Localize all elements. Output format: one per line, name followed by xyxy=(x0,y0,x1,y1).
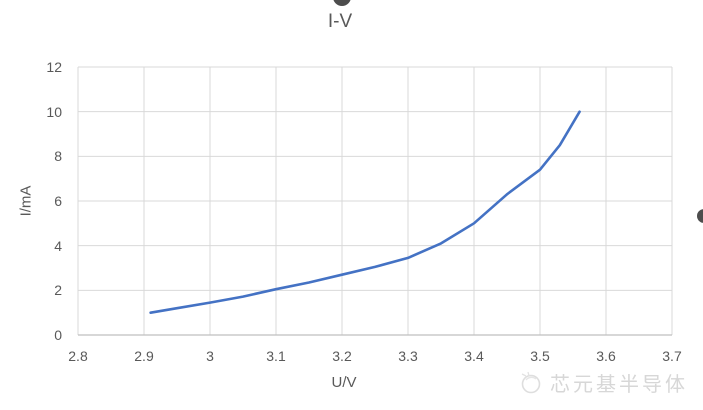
y-tick-label: 6 xyxy=(54,193,62,209)
x-tick-label: 3.7 xyxy=(662,348,682,364)
x-tick-label: 2.8 xyxy=(68,348,88,364)
y-tick-label: 10 xyxy=(46,103,62,120)
y-tick-label: 0 xyxy=(54,327,62,343)
x-axis-title: U/V xyxy=(331,374,357,391)
x-tick-label: 3.1 xyxy=(266,348,286,364)
x-tick-label: 3.3 xyxy=(398,348,418,364)
y-axis-title: I/mA xyxy=(17,185,35,217)
plot-area xyxy=(77,66,673,336)
x-tick-label: 3.4 xyxy=(464,348,484,364)
x-tick-label: 3.6 xyxy=(596,348,616,364)
y-tick-label: 8 xyxy=(54,148,62,165)
y-tick-label: 12 xyxy=(46,59,62,75)
cropped-bullet-dot-right xyxy=(697,209,703,223)
watermark: 芯元基半导体 xyxy=(518,368,688,397)
cropped-bullet-dot-top xyxy=(333,0,351,6)
watermark-text: 芯元基半导体 xyxy=(550,374,688,396)
x-tick-label: 3.2 xyxy=(332,348,352,364)
y-tick-label: 4 xyxy=(54,237,62,254)
x-tick-label: 3.5 xyxy=(530,348,550,364)
x-tick-label: 3 xyxy=(206,348,214,364)
watermark-logo-icon xyxy=(521,371,541,393)
y-tick-label: 2 xyxy=(54,282,62,299)
chart-title: I-V xyxy=(327,11,353,32)
x-tick-label: 2.9 xyxy=(134,348,154,364)
